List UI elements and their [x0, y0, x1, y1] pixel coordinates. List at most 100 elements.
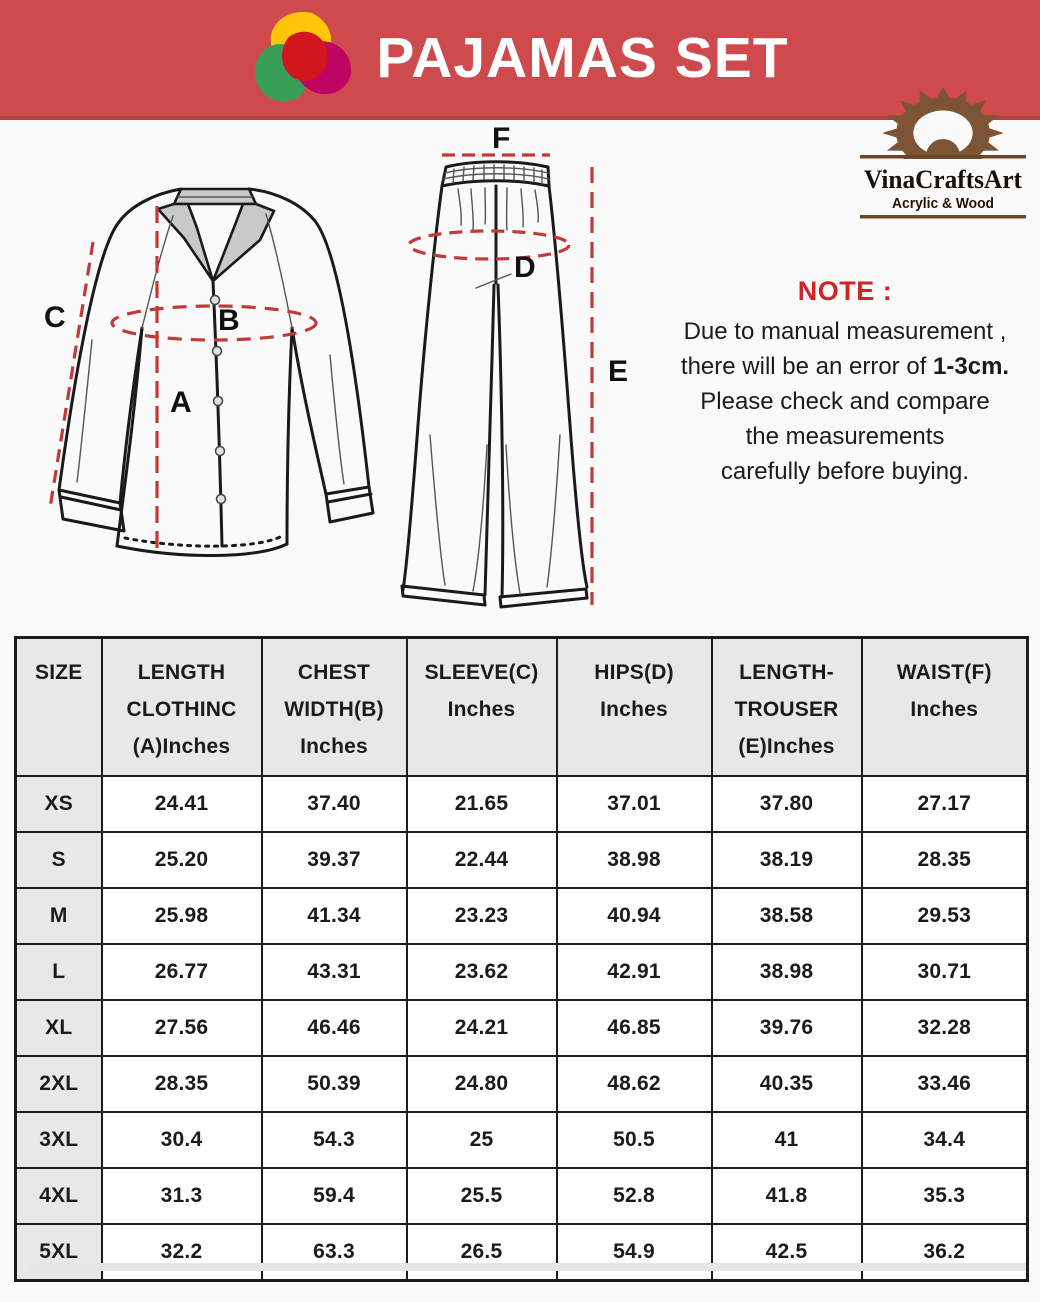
- table-row: 4XL 31.3 59.4 25.5 52.8 41.8 35.3: [14, 1167, 1029, 1225]
- brand-name: VinaCraftsArt: [864, 165, 1022, 194]
- note-block: NOTE : Due to manual measurement , there…: [650, 276, 1040, 489]
- table-row: 5XL 32.2 63.3 26.5 54.9 42.5 36.2: [14, 1223, 1029, 1282]
- size-label-cell: XS: [14, 775, 103, 833]
- measurement-cell: 63.3: [260, 1223, 408, 1282]
- measurement-cell: 39.37: [260, 831, 408, 889]
- pajama-top-diagram: A B C: [44, 187, 375, 557]
- brand-rule: [860, 215, 1026, 219]
- measurement-cell: 26.77: [100, 943, 263, 1001]
- column-header-waist: WAIST(F) Inches: [860, 636, 1029, 777]
- column-header-sleeve: SLEEVE(C) Inches: [405, 636, 558, 777]
- measurement-cell: 40.35: [710, 1055, 863, 1113]
- note-line-text: there will be an error of: [680, 353, 934, 380]
- measurement-cell: 24.41: [100, 775, 263, 833]
- measurement-cell: 25: [405, 1111, 558, 1169]
- column-header-hips: HIPS(D) Inches: [555, 636, 713, 777]
- table-row: M 25.98 41.34 23.23 40.94 38.58 29.53: [14, 887, 1029, 945]
- measurement-label-a: A: [170, 386, 192, 419]
- measurement-cell: 30.4: [100, 1111, 263, 1169]
- measurement-cell: 46.46: [260, 999, 408, 1057]
- measurement-label-b: B: [218, 304, 240, 337]
- saw-blade-icon: [860, 87, 1026, 211]
- collar-left-lapel: [156, 202, 215, 283]
- size-label-cell: XL: [14, 999, 103, 1057]
- measurement-cell: 37.01: [555, 775, 713, 833]
- measurement-cell: 25.5: [405, 1167, 558, 1225]
- brand-tagline: Acrylic & Wood: [892, 196, 994, 212]
- measurement-cell: 46.85: [555, 999, 713, 1057]
- measurement-label-e: E: [608, 355, 628, 388]
- measurement-cell: 36.2: [860, 1223, 1029, 1282]
- table-row: S 25.20 39.37 22.44 38.98 38.19 28.35: [14, 831, 1029, 889]
- size-label-cell: 3XL: [14, 1111, 103, 1169]
- measurement-cell: 40.94: [555, 887, 713, 945]
- measurement-cell: 38.58: [710, 887, 863, 945]
- measurement-cell: 24.80: [405, 1055, 558, 1113]
- measurement-cell: 54.9: [555, 1223, 713, 1282]
- measurement-cell: 37.40: [260, 775, 408, 833]
- measurement-cell: 38.98: [710, 943, 863, 1001]
- size-label-cell: 4XL: [14, 1167, 103, 1225]
- table-row: L 26.77 43.31 23.62 42.91 38.98 30.71: [14, 943, 1029, 1001]
- measurement-cell: 48.62: [555, 1055, 713, 1113]
- measurement-cell: 29.53: [860, 887, 1029, 945]
- note-heading: NOTE :: [797, 276, 893, 306]
- column-header-length-clothing: LENGTH CLOTHINC (A)Inches: [100, 636, 263, 777]
- measurement-cell: 50.39: [260, 1055, 408, 1113]
- measurement-cell: 31.3: [100, 1167, 263, 1225]
- buttons: [209, 294, 227, 505]
- measurement-cell: 41.34: [260, 887, 408, 945]
- measurement-cell: 32.28: [860, 999, 1029, 1057]
- measurement-label-d: D: [514, 251, 536, 284]
- measurement-cell: 32.2: [100, 1223, 263, 1282]
- brand-badge: VinaCraftsArt Acrylic & Wood: [860, 87, 1026, 219]
- size-label-cell: 2XL: [14, 1055, 103, 1113]
- measurement-cell: 50.5: [555, 1111, 713, 1169]
- table-row: 2XL 28.35 50.39 24.80 48.62 40.35 33.46: [14, 1055, 1029, 1113]
- size-table-header: SIZE LENGTH CLOTHINC (A)Inches CHEST WID…: [14, 636, 1029, 777]
- page-title: PAJAMAS SET: [376, 25, 789, 90]
- size-table: SIZE LENGTH CLOTHINC (A)Inches CHEST WID…: [14, 636, 1029, 1282]
- measurement-cell: 38.19: [710, 831, 863, 889]
- table-shadow: [30, 1263, 1026, 1271]
- measurement-cell: 33.46: [860, 1055, 1029, 1113]
- measurement-cell: 25.20: [100, 831, 263, 889]
- measure-ellipse-chest: [110, 304, 318, 342]
- column-header-size: SIZE: [14, 636, 103, 777]
- size-label-cell: S: [14, 831, 103, 889]
- note-line: carefully before buying.: [720, 458, 970, 485]
- measurement-cell: 23.62: [405, 943, 558, 1001]
- note-line: the measurements: [745, 423, 945, 450]
- column-header-chest-width: CHEST WIDTH(B) Inches: [260, 636, 408, 777]
- column-header-length-trouser: LENGTH- TROUSER (E)Inches: [710, 636, 863, 777]
- table-row: XS 24.41 37.40 21.65 37.01 37.80 27.17: [14, 775, 1029, 833]
- measurement-cell: 52.8: [555, 1167, 713, 1225]
- measurement-cell: 28.35: [100, 1055, 263, 1113]
- measurement-cell: 23.23: [405, 887, 558, 945]
- header-row: SIZE LENGTH CLOTHINC (A)Inches CHEST WID…: [14, 636, 1029, 777]
- table-row: XL 27.56 46.46 24.21 46.85 39.76 32.28: [14, 999, 1029, 1057]
- measurement-cell: 42.5: [710, 1223, 863, 1282]
- measurement-label-f: F: [492, 125, 510, 155]
- size-label-cell: L: [14, 943, 103, 1001]
- measurement-cell: 27.17: [860, 775, 1029, 833]
- note-line: there will be an error of 1-3cm.: [650, 349, 1040, 384]
- size-label-cell: M: [14, 887, 103, 945]
- measurement-cell: 43.31: [260, 943, 408, 1001]
- measurement-cell: 24.21: [405, 999, 558, 1057]
- measurement-cell: 30.71: [860, 943, 1029, 1001]
- measurement-cell: 42.91: [555, 943, 713, 1001]
- banner: PAJAMAS SET: [0, 0, 1040, 120]
- measurement-cell: 39.76: [710, 999, 863, 1057]
- measurement-label-c: C: [44, 301, 66, 334]
- measure-ellipse-hips: [407, 229, 571, 261]
- petals-logo-icon: [251, 11, 356, 105]
- size-label-cell: 5XL: [14, 1223, 103, 1282]
- measurement-cell: 25.98: [100, 887, 263, 945]
- size-table-body: XS 24.41 37.40 21.65 37.01 37.80 27.17 S 25.20 39…: [14, 775, 1029, 1282]
- measurement-cell: 41: [710, 1111, 863, 1169]
- collar-right-lapel: [211, 202, 276, 283]
- measurement-cell: 37.80: [710, 775, 863, 833]
- measurement-cell: 34.4: [860, 1111, 1029, 1169]
